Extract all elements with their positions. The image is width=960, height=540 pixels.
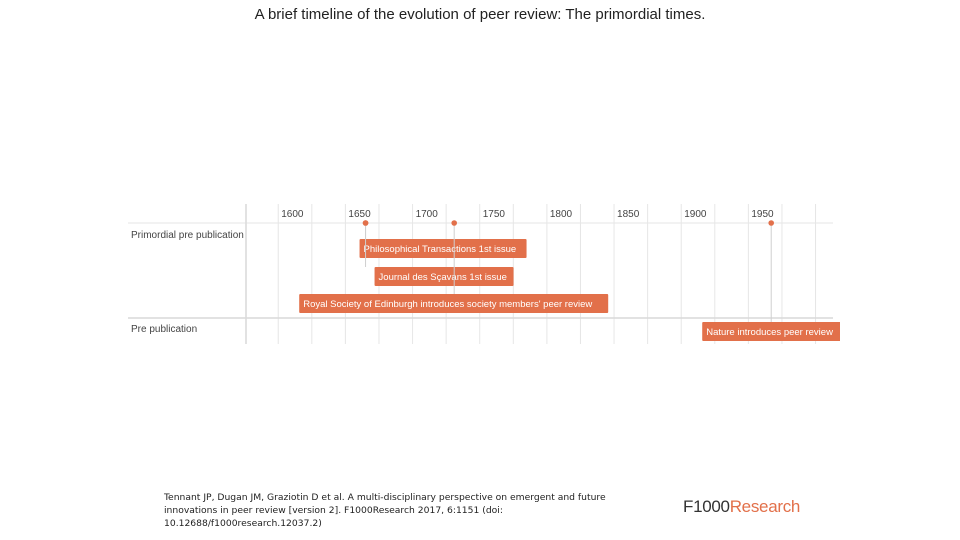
logo-part-f1000: F1000 [683, 497, 730, 516]
event-marker [768, 220, 775, 226]
citation-caption: Tennant JP, Dugan JM, Graziotin D et al.… [164, 491, 606, 530]
event-label: Journal des Sçavans 1st issue [379, 272, 507, 283]
timeline-chart: 1600 1650 1700 1750 1800 1850 1900 1950 Primordi… [128, 204, 840, 344]
year-label: 1650 [348, 209, 371, 220]
event-marker [362, 220, 369, 226]
year-label: 1850 [617, 209, 640, 220]
event-box [359, 239, 527, 258]
f1000research-logo: F1000Research [683, 497, 800, 517]
year-label: 1750 [483, 209, 506, 220]
row-label: Pre publication [131, 324, 197, 335]
event-label: Philosophical Transactions 1st issue [364, 244, 517, 255]
logo-part-research: Research [729, 497, 801, 516]
row-label: Primordial pre publication [131, 230, 244, 241]
event-box [374, 267, 514, 286]
event-box [299, 294, 609, 313]
citation-line-2: innovations in peer review [version 2]. … [164, 505, 503, 516]
year-label: 1600 [281, 209, 304, 220]
year-label: 1700 [416, 209, 439, 220]
event-label: Nature introduces peer review [706, 327, 833, 338]
event-label: Royal Society of Edinburgh introduces so… [303, 299, 592, 310]
event-box [702, 322, 840, 341]
year-label: 1950 [751, 209, 774, 220]
citation-line-1: Tennant JP, Dugan JM, Graziotin D et al.… [164, 492, 606, 503]
year-label: 1900 [684, 209, 707, 220]
event-marker [451, 220, 458, 226]
citation-line-3: 10.12688/f1000research.12037.2) [164, 518, 322, 529]
slide-title: A brief timeline of the evolution of pee… [254, 6, 706, 23]
year-label: 1800 [550, 209, 573, 220]
